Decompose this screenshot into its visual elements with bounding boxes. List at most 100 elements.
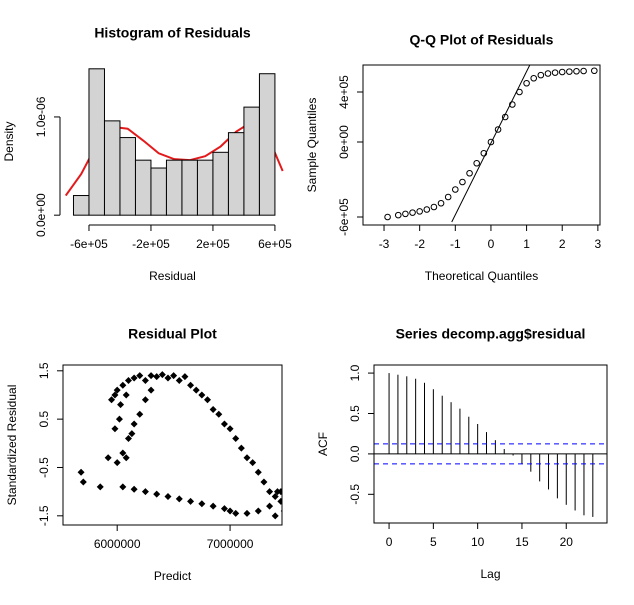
point [480,149,488,157]
point [175,495,183,503]
point [153,373,161,381]
point [416,208,423,215]
point [124,434,132,442]
point [249,459,257,467]
y-tick-label: 1.0 [348,364,362,381]
y-tick-label: -0.5 [348,484,362,505]
y-tick-label: 4e+05 [337,75,351,109]
point [128,430,136,438]
y-tick-label: -0.5 [37,457,51,478]
point [254,468,262,476]
x-tick-label: 2e+05 [196,237,230,251]
point [430,203,438,211]
point [266,488,274,496]
point [452,186,459,193]
point [124,376,132,384]
point [187,381,195,389]
point [113,386,121,394]
point [79,478,87,486]
point [487,138,495,146]
x-tick-label: 15 [515,535,529,549]
histogram-bar [119,137,136,216]
point [271,512,279,520]
point [181,373,189,381]
point [232,509,240,517]
point [136,372,144,380]
point [141,376,149,384]
y-tick-label: 0.0 [348,445,362,462]
point [141,396,149,404]
point [473,159,480,167]
y-axis-label: Standardized Residual [5,385,19,506]
point [551,69,559,76]
histogram-bar [150,167,167,216]
histogram-bar [227,132,245,216]
x-tick-label: 2 [559,237,566,251]
reference-line [451,65,531,223]
plot-box [62,364,283,526]
point [164,492,172,500]
point [243,454,251,462]
point [394,211,402,219]
point [544,70,552,77]
point [175,376,183,384]
y-axis-label: Sample Quantiles [305,98,319,193]
plot-area [384,65,598,223]
point [141,488,149,496]
point [209,405,217,413]
x-axis-label: Predict [154,569,192,583]
x-axis-label: Theoretical Quantiles [425,269,538,283]
point [243,509,251,517]
point [558,68,566,76]
histogram-bar [103,120,121,216]
y-tick-label: 0.5 [37,410,51,427]
point [494,126,502,133]
chart-title: Series decomp.agg$residual [396,326,586,342]
point [113,459,121,467]
point [573,67,580,75]
point [283,503,290,510]
x-tick-label: -6e+05 [70,237,108,251]
point [220,505,228,513]
y-axis-label: ACF [316,432,330,456]
point [437,199,445,207]
y-tick-label: 0e+00 [337,125,351,159]
point [215,410,223,418]
point [285,493,292,500]
point [111,391,119,399]
point [266,502,274,510]
point [409,209,416,216]
point [117,401,125,409]
point [122,391,130,399]
point [289,498,296,505]
x-tick-label: 0 [386,535,393,549]
x-tick-label: -2e+05 [132,237,170,251]
plot-area [374,373,607,517]
y-tick-label: -6e+05 [337,198,351,236]
point [130,485,138,493]
x-tick-label: 6e+05 [258,237,292,251]
point [237,444,245,452]
plot-box [362,64,601,226]
point [153,490,161,498]
point [111,425,119,433]
point [164,374,172,382]
point [115,415,123,423]
point [566,68,573,75]
point [96,483,104,491]
x-tick-label: 0 [488,237,495,251]
point [119,449,127,457]
x-axis-label: Residual [149,269,196,283]
plot-area [77,371,296,520]
x-tick-label: -3 [379,237,390,251]
point [580,67,587,75]
x-tick-label: -1 [450,237,461,251]
point [170,372,178,380]
point [122,454,130,462]
point [198,391,206,399]
point [104,454,112,462]
point [466,169,473,177]
histogram-bar [165,159,183,216]
point [119,483,127,491]
